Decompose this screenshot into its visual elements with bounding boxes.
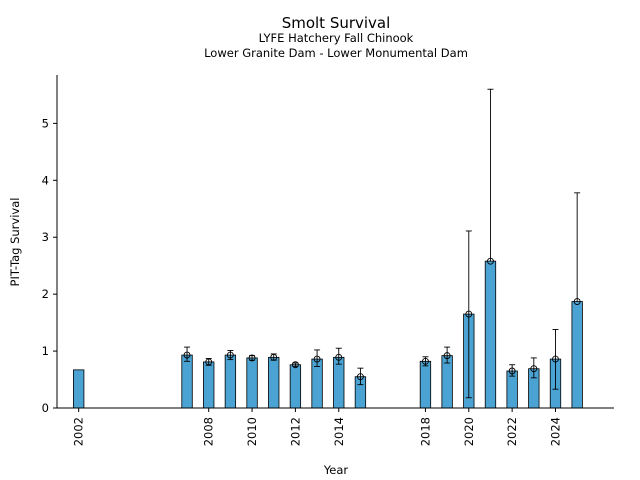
chart-subtitle-line-2: Lower Granite Dam - Lower Monumental Dam xyxy=(204,46,468,60)
bar-2014 xyxy=(333,356,345,409)
error-bars-layer xyxy=(184,88,581,399)
point-marker-2011 xyxy=(270,353,278,361)
y-tick-label-3: 3 xyxy=(42,230,49,244)
point-marker-2019 xyxy=(443,352,451,360)
bar-2007 xyxy=(181,354,193,409)
point-marker-2013 xyxy=(313,355,321,363)
point-marker-2024 xyxy=(552,355,559,363)
y-axis-label: PIT-Tag Survival xyxy=(8,198,22,287)
bar-2021 xyxy=(484,260,497,409)
point-marker-2012 xyxy=(291,361,299,369)
point-marker-2020 xyxy=(465,310,473,318)
y-ticks: 0 1 2 3 4 5 xyxy=(42,116,57,415)
point-marker-2015 xyxy=(356,373,364,381)
bar-2018 xyxy=(419,360,432,409)
point-marker-2007 xyxy=(183,351,191,359)
point-marker-2009 xyxy=(226,351,234,359)
bars-layer xyxy=(73,260,583,409)
x-tick-label-2018: 2018 xyxy=(418,417,432,446)
y-tick-label-0: 0 xyxy=(42,401,49,415)
bar-2012 xyxy=(289,364,302,409)
y-tick-label-2: 2 xyxy=(42,287,49,301)
x-tick-label-2002: 2002 xyxy=(72,417,86,446)
bar-2019 xyxy=(441,355,453,409)
point-marker-2014 xyxy=(335,353,343,361)
point-marker-2010 xyxy=(248,354,256,362)
y-tick-label-5: 5 xyxy=(42,116,49,130)
bar-2002 xyxy=(73,369,85,409)
chart-title: Smolt Survival xyxy=(282,14,391,32)
point-marker-2022 xyxy=(508,367,516,375)
y-tick-label-1: 1 xyxy=(42,344,49,358)
point-marker-2018 xyxy=(421,357,429,365)
bar-2008 xyxy=(203,361,215,409)
x-tick-label-2020: 2020 xyxy=(462,417,476,446)
x-axis-label: Year xyxy=(323,463,349,477)
bar-2025 xyxy=(571,301,583,409)
bar-2009 xyxy=(224,354,237,409)
chart-subtitle-line-1: LYFE Hatchery Fall Chinook xyxy=(259,31,414,45)
x-tick-label-2024: 2024 xyxy=(548,417,562,446)
y-tick-label-4: 4 xyxy=(42,173,49,187)
point-marker-2025 xyxy=(573,298,581,306)
point-marker-2008 xyxy=(205,358,213,366)
bar-2011 xyxy=(268,356,280,409)
markers-layer xyxy=(183,257,581,381)
x-tick-label-2008: 2008 xyxy=(202,417,216,446)
x-tick-label-2014: 2014 xyxy=(332,417,346,446)
point-marker-2021 xyxy=(487,257,494,265)
point-marker-2023 xyxy=(530,365,538,373)
bar-2010 xyxy=(246,357,258,409)
x-tick-label-2012: 2012 xyxy=(288,417,302,446)
x-tick-label-2022: 2022 xyxy=(505,417,519,446)
x-ticks: 2002 2008 2010 2012 2014 2018 2020 2022 2024 xyxy=(72,408,562,446)
x-tick-label-2010: 2010 xyxy=(245,417,259,446)
